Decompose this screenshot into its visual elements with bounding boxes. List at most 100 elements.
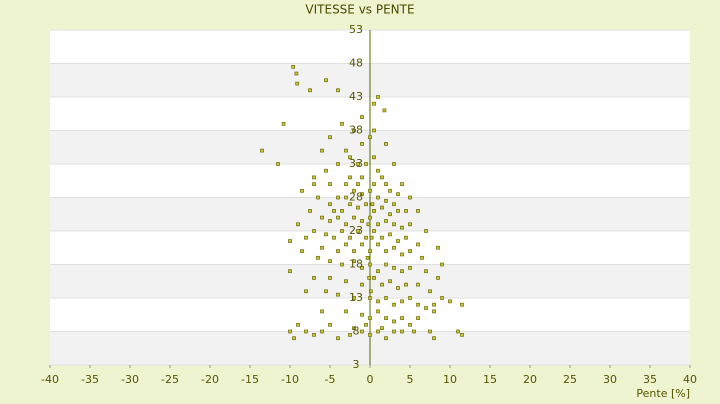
plot-area [50, 29, 690, 366]
scatter-point [288, 269, 292, 274]
scatter-point [328, 259, 332, 263]
scatter-point [392, 329, 396, 334]
scatter-point [408, 296, 412, 300]
scatter-point [366, 222, 371, 227]
scatter-point [456, 329, 460, 334]
x-tick-label: 20 [523, 373, 537, 386]
scatter-point [416, 302, 420, 307]
scatter-point [344, 242, 348, 247]
scatter-point [400, 299, 404, 304]
y-tick-label: 18 [349, 258, 363, 271]
scatter-point [281, 121, 286, 126]
scatter-point [360, 312, 364, 317]
scatter-point [380, 326, 384, 330]
scatter-point [432, 336, 436, 341]
x-tick-label: 5 [407, 373, 414, 386]
scatter-point [320, 245, 324, 250]
scatter-point [356, 162, 360, 166]
scatter-point [324, 78, 328, 83]
scatter-point [384, 316, 388, 320]
scatter-point [348, 175, 352, 180]
scatter-point [291, 64, 296, 69]
scatter-point [312, 229, 316, 233]
scatter-point [392, 302, 396, 307]
scatter-point [372, 155, 376, 160]
scatter-point [376, 95, 380, 99]
scatter-point [360, 142, 364, 146]
scatter-point [364, 202, 368, 207]
scatter-point [340, 121, 344, 126]
scatter-point [348, 202, 352, 207]
scatter-point [328, 182, 332, 186]
scatter-point [376, 242, 380, 247]
scatter-point [352, 128, 356, 133]
scatter-point [372, 276, 376, 280]
scatter-point [372, 229, 376, 233]
scatter-point [384, 296, 388, 300]
scatter-point [360, 115, 364, 119]
scatter-point [356, 229, 360, 233]
scatter-point [392, 245, 396, 250]
scatter-point [312, 276, 316, 280]
scatter-point [392, 162, 396, 166]
scatter-point [344, 279, 348, 284]
scatter-point [364, 322, 368, 327]
scatter-point [396, 239, 400, 243]
scatter-point [372, 128, 376, 133]
scatter-point [352, 188, 356, 193]
scatter-point [384, 249, 388, 253]
x-tick-label: 35 [643, 373, 657, 386]
scatter-point [320, 329, 324, 334]
scatter-point [380, 175, 384, 180]
scatter-point [260, 148, 264, 153]
scatter-point [384, 336, 388, 341]
scatter-point [384, 262, 388, 267]
scatter-point [328, 219, 332, 223]
scatter-point [296, 322, 300, 327]
scatter-point [304, 329, 308, 334]
scatter-point [348, 235, 352, 240]
scatter-point [416, 282, 420, 287]
scatter-point [368, 289, 373, 294]
scatter-point [328, 276, 332, 280]
scatter-point [408, 249, 412, 253]
x-tick-label: 30 [603, 373, 617, 386]
scatter-point [336, 336, 340, 341]
scatter-point [336, 215, 340, 220]
scatter-point [360, 282, 364, 287]
scatter-point [368, 188, 372, 193]
scatter-point [352, 215, 356, 220]
scatter-point [380, 205, 384, 210]
chart-title: VITESSE vs PENTE [305, 3, 414, 17]
scatter-point [382, 108, 387, 113]
scatter-point [356, 182, 360, 186]
scatter-point [400, 252, 404, 257]
scatter-point [396, 286, 400, 290]
scatter-point [416, 242, 420, 247]
scatter-point [367, 276, 372, 280]
scatter-point [368, 135, 372, 140]
scatter-point [380, 235, 384, 240]
scatter-point [392, 319, 396, 324]
x-tick-label: -35 [81, 373, 99, 386]
scatter-point [369, 235, 374, 240]
x-tick-label: -30 [121, 373, 139, 386]
scatter-point [368, 249, 372, 253]
x-axis-label: Pente [%] [636, 387, 690, 400]
scatter-point [288, 239, 292, 243]
scatter-point [312, 182, 316, 186]
x-tick-label: -40 [41, 373, 59, 386]
scatter-point [360, 192, 364, 196]
scatter-point [368, 262, 372, 267]
scatter-point [344, 195, 348, 200]
scatter-point [440, 262, 444, 267]
y-tick-label: 13 [349, 291, 363, 304]
scatter-point [292, 336, 296, 341]
scatter-point [416, 209, 420, 213]
scatter-point [432, 309, 436, 314]
scatter-point [348, 333, 352, 337]
scatter-point [400, 225, 404, 230]
scatter-point [396, 192, 400, 196]
scatter-point [364, 235, 368, 240]
scatter-point [424, 229, 428, 233]
